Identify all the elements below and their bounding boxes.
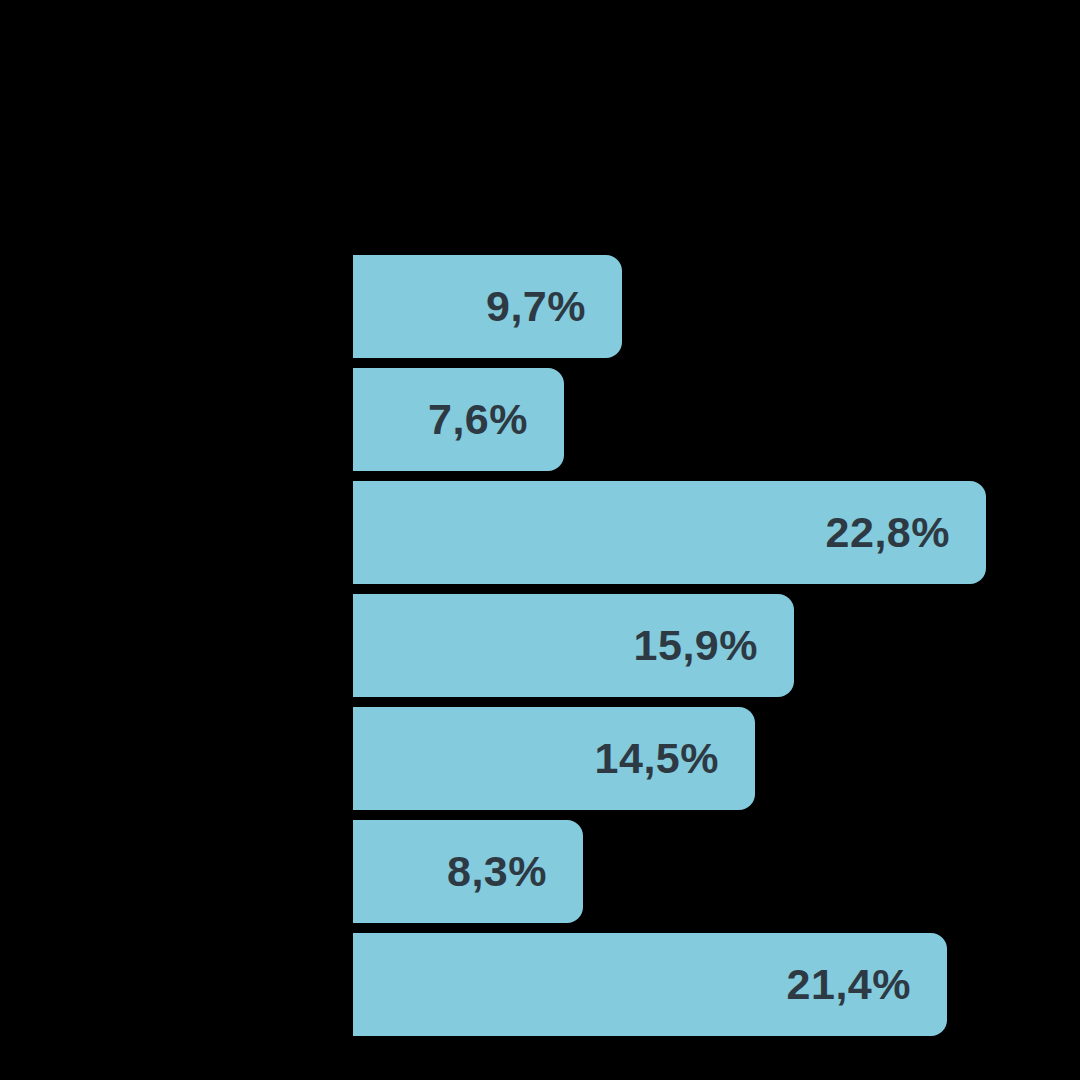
bar-value-label: 22,8%: [826, 511, 950, 554]
bar-row: 14,5%: [353, 707, 1080, 810]
bar-row: 8,3%: [353, 820, 1080, 923]
bar: 9,7%: [353, 255, 622, 358]
bar-row: 9,7%: [353, 255, 1080, 358]
bar-value-label: 7,6%: [428, 398, 528, 441]
bar-row: 15,9%: [353, 594, 1080, 697]
bar-row: 21,4%: [353, 933, 1080, 1036]
bar: 21,4%: [353, 933, 947, 1036]
bar-value-label: 9,7%: [486, 285, 586, 328]
bar: 22,8%: [353, 481, 986, 584]
bar-row: 7,6%: [353, 368, 1080, 471]
bar-chart: 9,7% 7,6% 22,8% 15,9% 14,5% 8,3% 21,4%: [353, 255, 1080, 1036]
bar-row: 22,8%: [353, 481, 1080, 584]
chart-canvas: 9,7% 7,6% 22,8% 15,9% 14,5% 8,3% 21,4%: [0, 0, 1080, 1080]
bar: 7,6%: [353, 368, 564, 471]
bar: 14,5%: [353, 707, 755, 810]
bar: 15,9%: [353, 594, 794, 697]
bar-value-label: 14,5%: [595, 737, 719, 780]
bar-value-label: 8,3%: [447, 850, 547, 893]
bar: 8,3%: [353, 820, 583, 923]
bar-value-label: 15,9%: [634, 624, 758, 667]
bar-value-label: 21,4%: [787, 963, 911, 1006]
